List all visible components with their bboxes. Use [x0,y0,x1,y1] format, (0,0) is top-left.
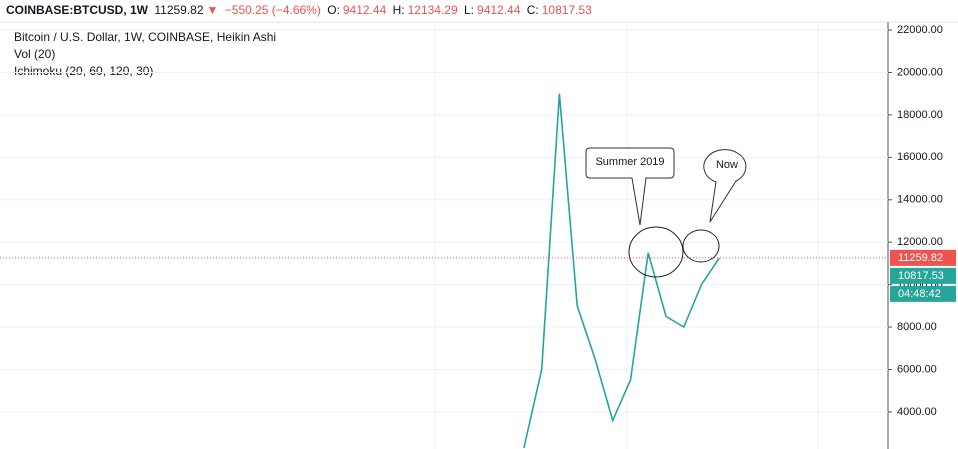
symbol: COINBASE:BTCUSD, 1W [6,3,149,17]
callout: Now [682,149,747,263]
price-tag [890,267,956,284]
ohlc-label: O: [327,3,340,17]
legend-line: Ichimoku (20, 60, 120, 30) [14,64,153,78]
annotation: Now [716,159,738,171]
annotation: Summer 2019 [595,156,664,168]
ohlc-value: 10817.53 [541,3,592,17]
y-tick-label: 8000.00 [897,321,937,333]
price-line [523,93,720,449]
countdown-tag [890,285,956,302]
y-tick-label: 16000.00 [897,151,943,163]
y-tick-label: 22000.00 [897,24,943,36]
legend-line: Vol (20) [14,47,55,61]
ohlc-value: 9412.44 [342,3,387,17]
y-tick-label: 18000.00 [897,109,943,121]
circle [628,226,684,278]
ohlc-label: L: [464,3,475,17]
y-tick-label: 14000.00 [897,194,943,206]
y-tick-label: 6000.00 [897,363,937,375]
circle [682,229,720,263]
y-tick-label: 20000.00 [897,66,943,78]
arrow: ▼ [206,3,219,17]
last-price: 11259.82 [154,3,204,17]
callout: Summer 2019 [585,147,684,278]
ohlc-label: H: [392,3,405,17]
y-tick-label: 12000.00 [897,236,943,248]
price-tag-label: 10817.53 [898,270,944,282]
price-tag [890,249,956,266]
countdown: 04:48:42 [898,288,941,300]
ohlc-value: 9412.44 [477,3,521,17]
change: −550.25 (−4.66%) [224,3,321,17]
y-tick-label: 4000.00 [897,406,937,418]
ohlc-value: 12134.29 [407,3,458,17]
ohlc-label: C: [526,3,539,17]
legend-line: Bitcoin / U.S. Dollar, 1W, COINBASE, Hei… [14,30,276,44]
price-tag-label: 11259.82 [898,252,943,264]
symbol-header: COINBASE:BTCUSD, 1W 11259.82 ▼ −550.25 (−… [6,3,595,17]
